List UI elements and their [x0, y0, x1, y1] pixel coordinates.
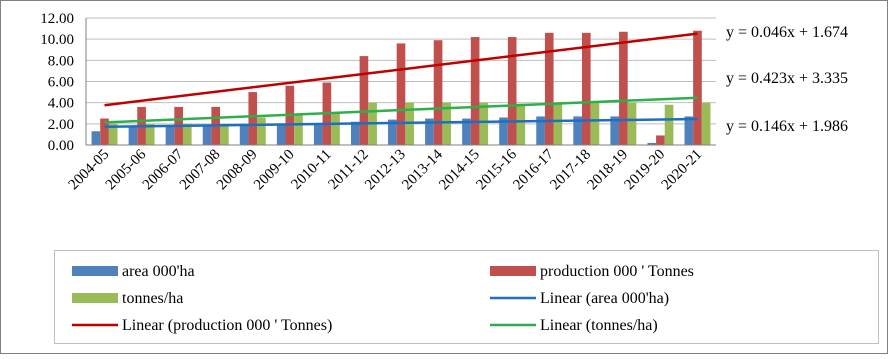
y-tick-label: 6.00: [48, 75, 74, 91]
bar: [202, 125, 212, 145]
y-tick-label: 4.00: [48, 96, 74, 112]
trendline-equation: y = 0.046x + 1.674: [726, 24, 848, 41]
y-tick-label: 10.00: [40, 32, 74, 48]
bar: [257, 117, 266, 145]
y-tick-label: 0.00: [48, 138, 74, 154]
bar: [396, 43, 406, 145]
trendline-equation: y = 0.146x + 1.986: [726, 118, 848, 135]
bar: [701, 102, 711, 145]
bar: [647, 142, 657, 145]
y-tick-label: 12.00: [40, 11, 74, 27]
trendline: [104, 32, 698, 107]
y-tick-label: 8.00: [48, 53, 74, 69]
trendline: [104, 96, 698, 124]
legend-label: Linear (production 000 ' Tonnes): [122, 317, 332, 334]
bar: [91, 131, 101, 145]
bar: [590, 102, 600, 145]
bar: [693, 30, 702, 146]
bar: [182, 123, 192, 145]
bar: [331, 112, 340, 145]
bar: [479, 102, 489, 145]
legend-swatch: [72, 266, 118, 276]
bar: [388, 119, 397, 145]
bar: [433, 40, 443, 145]
trendlines: [104, 32, 698, 129]
legend-label: Linear (area 000'ha): [540, 290, 669, 307]
bar: [516, 103, 526, 145]
bar: [276, 124, 286, 145]
bar: [108, 123, 118, 145]
bar: [573, 116, 582, 145]
bar: [544, 32, 554, 145]
bar: [425, 118, 434, 145]
bar: [656, 135, 665, 145]
bar: [619, 31, 628, 146]
trendline-equation: y = 0.423x + 3.335: [726, 70, 848, 87]
y-tick-label: 2.00: [48, 117, 74, 133]
bar: [145, 123, 155, 145]
bar: [536, 116, 545, 145]
legend-box: [54, 250, 879, 344]
bar: [442, 102, 452, 145]
legend-label: Linear (tonnes/ha): [540, 317, 658, 334]
bar: [684, 116, 694, 145]
bar: [100, 118, 109, 145]
legend-label: production 000 ' Tonnes: [540, 263, 694, 280]
bar: [581, 32, 591, 145]
bar: [507, 37, 517, 145]
bar: [165, 125, 175, 145]
bar: [313, 124, 323, 145]
legend-label: tonnes/ha: [122, 290, 183, 307]
trendline: [104, 117, 698, 129]
bar: [627, 102, 637, 145]
bar: [499, 117, 508, 145]
trendline-equations: y = 0.046x + 1.674 y = 0.423x + 3.335 y = …: [726, 24, 848, 135]
bar: [128, 125, 138, 145]
bar: [220, 123, 229, 145]
bar: [350, 121, 360, 145]
bar: [248, 92, 258, 145]
legend-label: area 000'ha: [122, 263, 195, 280]
bar: [470, 37, 480, 145]
bar: [610, 116, 620, 145]
bar: [664, 104, 674, 145]
legend: area 000'ha production 000 ' Tonnes tonnes…: [54, 250, 879, 344]
bar: [553, 103, 563, 145]
legend-swatch: [72, 293, 118, 303]
bar: [294, 114, 303, 145]
bar: [462, 118, 471, 145]
legend-swatch: [490, 266, 536, 276]
bar: [239, 124, 249, 145]
bar: [359, 56, 369, 145]
